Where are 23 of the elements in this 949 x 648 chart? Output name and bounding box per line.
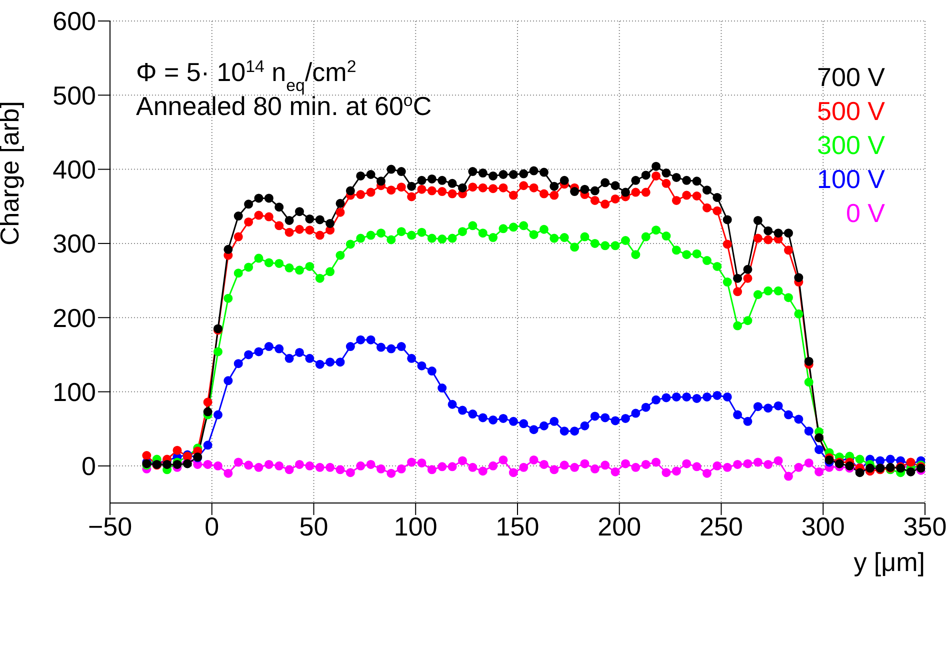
x-tick-label: 150 xyxy=(496,511,540,542)
x-tick-label: 350 xyxy=(903,511,947,542)
text: 300 V xyxy=(817,130,886,160)
y-tick-label: 600 xyxy=(52,6,96,36)
y-tick-label: 300 xyxy=(52,228,96,259)
x-tick-label: −50 xyxy=(88,511,132,542)
text: 100 V xyxy=(817,164,886,194)
text: 700 V xyxy=(817,62,886,92)
x-tick-label: 200 xyxy=(598,511,642,542)
text: 0 V xyxy=(846,198,886,228)
y-tick-label: 0 xyxy=(82,451,96,482)
y-tick-label: 100 xyxy=(52,377,96,407)
y-tick-label: 500 xyxy=(52,80,96,110)
x-tick-label: 50 xyxy=(299,511,328,542)
text: 500 V xyxy=(817,96,886,126)
y-axis-title: Charge [arb] xyxy=(0,101,24,246)
x-tick-label: 0 xyxy=(204,511,220,542)
x-axis-title: y [μm] xyxy=(854,547,925,577)
x-tick-label: 250 xyxy=(700,511,743,542)
y-tick-label: 400 xyxy=(52,154,96,185)
x-tick-label: 100 xyxy=(394,511,438,542)
x-tick-label: 300 xyxy=(801,511,845,542)
y-tick-label: 200 xyxy=(52,302,96,333)
